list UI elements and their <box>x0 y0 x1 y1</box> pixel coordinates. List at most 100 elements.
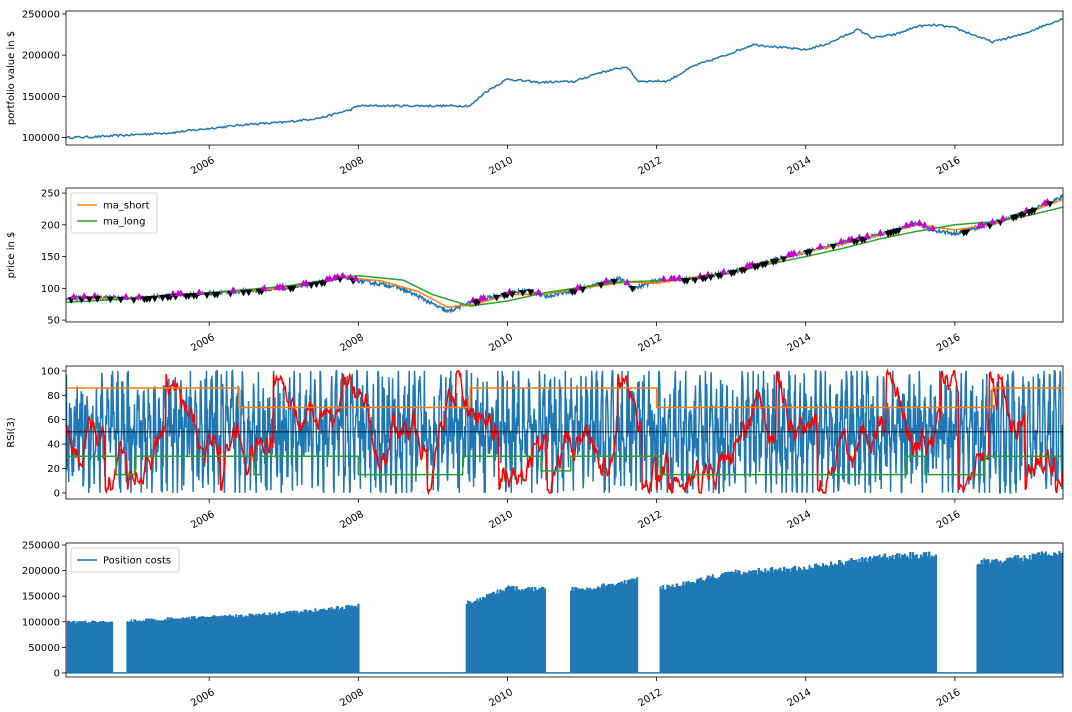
buy-marker <box>816 242 824 250</box>
panel-1: 100000 150000 200000 250000 2006 2008 2010 2012… <box>6 9 1064 177</box>
x-tick-label: 2010 <box>487 155 515 177</box>
sell-marker <box>610 279 618 286</box>
sell-marker <box>1020 211 1028 219</box>
x-tick-label: 2012 <box>637 155 665 177</box>
ma-long-line <box>66 206 1063 307</box>
buy-marker <box>339 271 347 279</box>
x-tick-label: 2010 <box>487 509 515 531</box>
axes-frame <box>65 187 1064 323</box>
y-tick-label: 50000 <box>28 643 60 654</box>
y-tick-label: 0 <box>54 488 60 499</box>
buy-marker <box>122 292 130 300</box>
plot-area <box>66 18 1063 140</box>
x-tick-label: 2006 <box>189 332 217 354</box>
y-tick-label: 20 <box>47 464 60 475</box>
x-tick-label: 2008 <box>338 155 366 177</box>
sell-marker <box>213 291 221 299</box>
sell-marker <box>597 282 605 289</box>
sell-marker <box>806 249 814 256</box>
buy-marker <box>929 224 937 232</box>
sell-marker <box>628 286 636 293</box>
buy-marker <box>837 237 845 245</box>
legend-label: ma_long <box>103 217 145 228</box>
buy-marker <box>999 214 1007 221</box>
sell-marker <box>962 229 970 236</box>
sell-marker <box>336 276 344 284</box>
sell-marker <box>754 263 762 271</box>
sell-marker <box>151 295 159 303</box>
y-tick-label: 200000 <box>22 566 60 577</box>
sell-marker <box>741 267 749 274</box>
legend-box <box>70 547 180 573</box>
x-tick-label: 2008 <box>338 687 366 709</box>
buy-marker <box>876 228 884 236</box>
x-tick-label: 2014 <box>786 687 814 709</box>
buy-marker <box>915 218 923 226</box>
y-tick-label: 50 <box>47 316 60 327</box>
sell-marker <box>986 223 994 230</box>
y-tick-label: 150000 <box>22 592 60 603</box>
position-costs-line <box>66 551 1063 674</box>
x-tick-label: 2006 <box>189 509 217 531</box>
y-tick-label: 100000 <box>22 617 60 628</box>
y-tick-label: 250000 <box>22 9 60 20</box>
x-tick-label: 2012 <box>637 332 665 354</box>
buy-marker <box>908 219 916 227</box>
x-tick-label: 2010 <box>487 332 515 354</box>
y-tick-label: 80 <box>47 391 60 402</box>
buy-marker <box>670 274 678 281</box>
y-axis-label: portfolio value in $ <box>6 31 17 125</box>
panel-3: 0 20 40 60 80 100 2006 2008 2010 2012 2014 2016 RSI(… <box>6 365 1064 531</box>
sell-marker <box>996 219 1004 227</box>
buy-marker <box>978 220 986 228</box>
buy-marker <box>326 274 334 282</box>
sell-marker <box>579 287 587 294</box>
buy-marker <box>302 279 310 286</box>
ma-short-line <box>66 198 1063 309</box>
y-tick-label: 250000 <box>22 541 60 552</box>
sell-marker <box>474 299 482 306</box>
sell-marker <box>106 296 114 304</box>
buy-marker <box>135 292 143 300</box>
buy-marker <box>863 231 871 239</box>
y-tick-label: 100 <box>41 284 60 295</box>
panel-2: 50 100 150 200 250 2006 2008 2010 2012 2014 2016 pr… <box>6 187 1064 354</box>
x-tick-label: 2014 <box>786 509 814 531</box>
y-tick-label: 150 <box>41 252 60 263</box>
sell-marker <box>861 236 869 244</box>
y-tick-label: 250 <box>41 189 60 200</box>
x-tick-label: 2016 <box>935 509 963 531</box>
x-tick-label: 2008 <box>338 332 366 354</box>
x-tick-label: 2006 <box>189 687 217 709</box>
sell-marker <box>895 227 903 235</box>
buy-marker <box>720 267 728 275</box>
sell-marker <box>730 269 738 277</box>
sell-marker <box>691 277 699 285</box>
buy-marker <box>80 292 88 299</box>
legend-box <box>70 192 158 234</box>
sell-marker <box>571 288 579 296</box>
legend-label: Position costs <box>103 556 171 567</box>
buy-marker <box>346 273 354 280</box>
plot-area <box>66 551 1063 674</box>
y-axis-label: price in $ <box>6 232 17 279</box>
buy-marker <box>921 221 929 228</box>
x-tick-label: 2008 <box>338 509 366 531</box>
legend-label: ma_short <box>103 201 150 212</box>
x-tick-label: 2014 <box>786 155 814 177</box>
buy-marker <box>902 221 910 228</box>
x-tick-label: 2012 <box>637 509 665 531</box>
sell-marker <box>780 256 788 263</box>
sell-marker <box>853 238 861 245</box>
sell-marker <box>1030 207 1038 215</box>
buy-marker <box>177 289 185 296</box>
plot-area <box>66 193 1063 314</box>
plot-area <box>66 368 1063 496</box>
sell-marker <box>320 280 328 287</box>
sell-marker <box>313 281 321 289</box>
y-tick-label: 200 <box>41 220 60 231</box>
buy-marker <box>229 286 237 293</box>
axes-frame <box>65 365 1064 500</box>
sell-marker <box>508 291 516 299</box>
